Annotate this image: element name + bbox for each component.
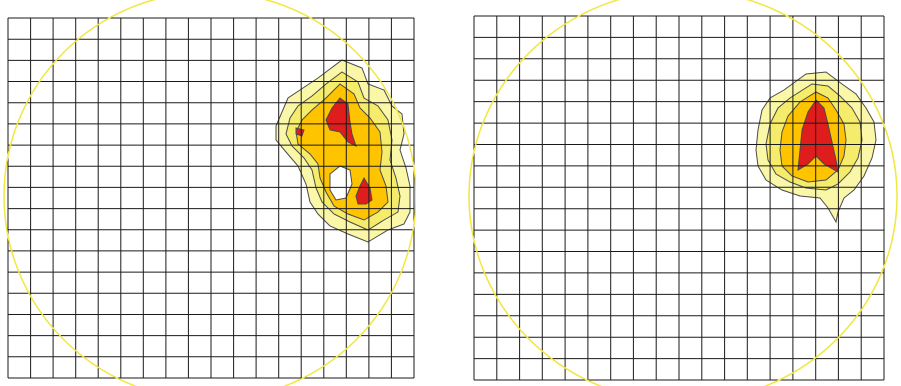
right-field-ellipse <box>468 0 898 386</box>
left-hotspot <box>275 59 411 243</box>
left-core-top <box>325 97 357 147</box>
left-panel <box>3 0 416 386</box>
left-grid <box>7 17 415 379</box>
left-core-small <box>295 127 305 137</box>
left-field-ellipse <box>3 0 416 386</box>
right-grid <box>473 15 885 381</box>
right-core <box>797 99 839 173</box>
right-panel <box>468 0 898 386</box>
